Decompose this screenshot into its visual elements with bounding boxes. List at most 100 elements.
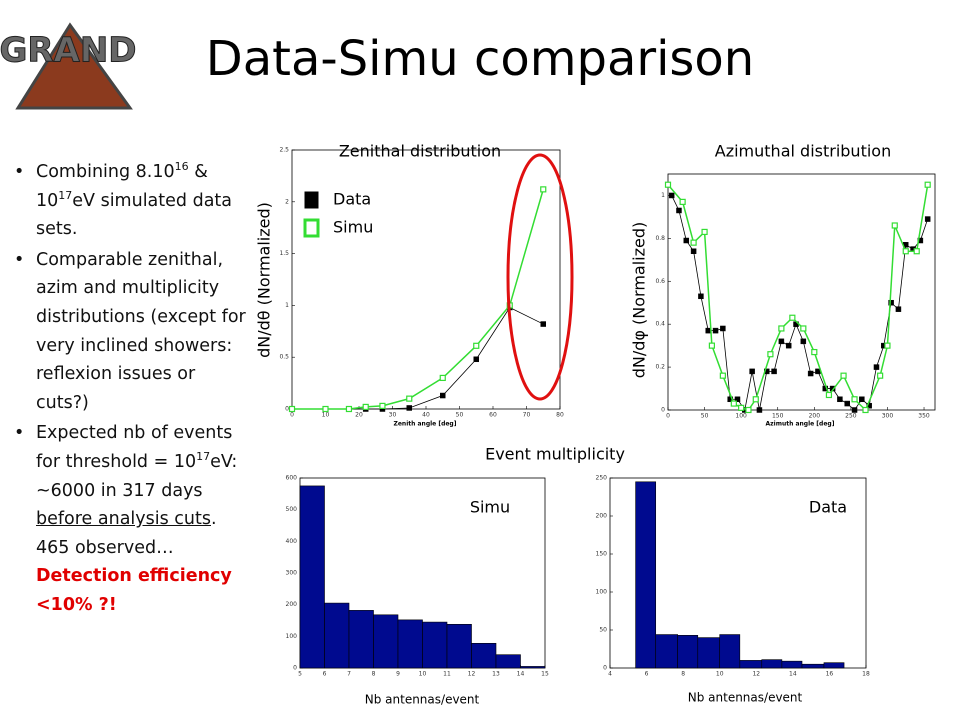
data-point <box>679 198 686 205</box>
text: before analysis cuts <box>36 509 211 530</box>
slide-title: Data-Simu comparison <box>206 31 754 87</box>
text: Expected nb of events for threshold = 10 <box>36 423 233 472</box>
histogram-bar <box>823 662 845 669</box>
x-tick-label: 10 <box>322 412 330 419</box>
data-point <box>379 402 386 409</box>
data-point <box>851 396 858 403</box>
y-axis-label: dN/dθ (Normalized) <box>255 202 274 358</box>
data-point <box>288 405 296 413</box>
x-tick-label: 0 <box>666 413 670 420</box>
data-point <box>738 404 745 411</box>
data-point <box>891 222 898 229</box>
text: Detection efficiency <10% ?! <box>36 566 232 615</box>
data-point <box>752 396 759 403</box>
data-point <box>701 228 708 236</box>
x-tick-label: 15 <box>541 671 549 678</box>
y-tick-label: 1 <box>285 302 289 309</box>
bullet-list: Combining 8.1016 & 1017eV simulated data… <box>14 158 246 622</box>
bullet: Combining 8.1016 & 1017eV simulated data… <box>14 158 246 244</box>
chart-title: Data <box>809 498 847 517</box>
y-tick-label: 200 <box>596 513 608 520</box>
x-tick-label: 40 <box>422 412 430 419</box>
data-point <box>708 342 715 349</box>
x-tick-label: 30 <box>389 412 397 419</box>
x-axis-label: Azimuth angle [deg] <box>766 421 835 428</box>
y-tick-label: 0 <box>285 406 289 413</box>
bullet: Expected nb of events for threshold = 10… <box>14 419 246 619</box>
y-tick-label: 50 <box>599 627 607 634</box>
logo-triangle <box>15 22 133 110</box>
data-point <box>807 370 814 377</box>
bullet: Comparable zenithal, azim and multiplici… <box>14 246 246 418</box>
data-point <box>785 342 792 349</box>
x-tick-label: 50 <box>456 412 464 419</box>
text: . 465 observed… <box>36 509 217 558</box>
histogram-bar <box>739 660 763 669</box>
data-point <box>676 207 682 214</box>
x-tick-label: 16 <box>826 671 834 678</box>
x-tick-label: 8 <box>372 671 376 678</box>
x-tick-label: 9 <box>396 671 400 678</box>
x-tick-label: 10 <box>419 671 427 678</box>
data-point <box>705 327 711 334</box>
x-tick-label: 100 <box>735 413 747 420</box>
data-point <box>778 325 785 332</box>
data-point <box>540 321 546 327</box>
histogram-bar <box>495 654 521 669</box>
data-point <box>924 216 931 222</box>
x-tick-label: 80 <box>556 412 564 419</box>
data-point <box>540 186 547 193</box>
highlight-ellipse <box>506 153 574 401</box>
data-point <box>345 405 353 413</box>
histogram-bar <box>397 619 423 669</box>
data-point <box>683 237 690 244</box>
data-point <box>767 351 774 358</box>
x-tick-label: 0 <box>290 412 294 419</box>
x-tick-label: 150 <box>772 413 784 420</box>
y-tick-label: 0.2 <box>655 364 665 371</box>
x-tick-label: 250 <box>845 413 857 420</box>
y-tick-label: 200 <box>286 601 298 608</box>
histogram-bar <box>520 666 546 669</box>
data-point <box>362 403 369 411</box>
x-tick-label: 5 <box>298 671 302 678</box>
histogram-bar <box>801 663 825 669</box>
x-tick-label: 7 <box>347 671 351 678</box>
data-point <box>712 327 719 334</box>
data-point <box>322 405 329 413</box>
y-tick-label: 1.5 <box>279 250 289 257</box>
data-point <box>690 248 697 254</box>
data-point <box>406 395 413 402</box>
data-point <box>439 374 446 382</box>
data-point <box>837 396 843 403</box>
y-tick-label: 2 <box>285 198 289 205</box>
y-tick-label: 300 <box>286 570 298 577</box>
x-axis-label: Zenith angle [deg] <box>394 421 457 428</box>
x-tick-label: 8 <box>681 671 685 678</box>
x-tick-label: 12 <box>752 671 760 678</box>
x-tick-label: 11 <box>443 671 451 678</box>
legend-label: Simu <box>333 218 373 237</box>
x-tick-label: 60 <box>489 412 497 419</box>
y-tick-label: 600 <box>286 475 298 482</box>
histogram-bar <box>697 637 721 669</box>
data-point <box>664 181 672 188</box>
data-point <box>873 364 880 370</box>
x-tick-label: 50 <box>701 413 709 420</box>
data-point <box>844 400 850 407</box>
y-tick-label: 250 <box>596 475 608 482</box>
data-point <box>406 405 412 411</box>
x-tick-label: 20 <box>355 412 363 419</box>
histogram-bar <box>422 621 448 669</box>
data-point <box>825 391 833 399</box>
legend-swatch <box>303 218 320 238</box>
text: Combining 8.10 <box>36 162 175 182</box>
data-point <box>800 325 807 332</box>
histogram-bar <box>446 623 472 669</box>
data-point <box>473 342 480 349</box>
data-point <box>789 314 796 321</box>
data-point <box>840 372 847 379</box>
x-tick-label: 6 <box>323 671 327 678</box>
x-tick-label: 200 <box>809 413 821 420</box>
legend-swatch <box>304 191 319 209</box>
